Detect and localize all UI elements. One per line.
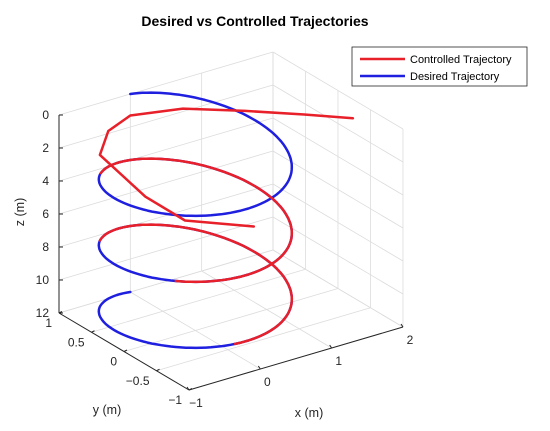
y-tick-mark — [91, 330, 95, 333]
gridline-z-back — [58, 84, 274, 149]
gridline-y-floor — [58, 249, 274, 314]
grid — [58, 51, 404, 391]
legend-label-controlled: Controlled Trajectory — [410, 54, 512, 66]
series-line-controlled — [98, 107, 355, 228]
z-tick-label: 8 — [42, 240, 49, 254]
gridline-z-back — [58, 183, 274, 248]
gridline-z-side — [272, 51, 404, 130]
x-axis-label: x (m) — [295, 406, 323, 420]
gridline-z-side — [272, 183, 404, 262]
legend-box — [351, 46, 528, 87]
y-tick-mark — [58, 311, 63, 314]
z-tick-label: 12 — [36, 306, 50, 320]
z-tick-label: 10 — [36, 273, 50, 287]
gridline-z-side — [272, 216, 404, 295]
z-tick-label: 2 — [42, 141, 49, 155]
y-tick-label: −0.5 — [126, 374, 150, 388]
y-tick-mark — [123, 349, 128, 352]
z-tick-label: 0 — [42, 108, 49, 122]
axes — [58, 114, 404, 391]
x-tick-label: 2 — [407, 333, 414, 347]
x-tick-mark — [186, 386, 190, 391]
gridline-z-back — [58, 117, 274, 182]
legend-label-desired: Desired Trajectory — [410, 71, 500, 83]
y-axis-label: y (m) — [93, 403, 121, 417]
y-tick-label: 1 — [45, 316, 52, 330]
series-line-controlled-segment — [99, 157, 294, 284]
gridline-y-floor — [156, 307, 371, 372]
x-tick-label: 1 — [335, 354, 342, 368]
gridline-z-side — [272, 150, 404, 229]
chart-title: Desired vs Controlled Trajectories — [141, 13, 368, 29]
z-tick-label: 6 — [42, 207, 49, 221]
x-tick-label: −1 — [189, 396, 203, 410]
y-tick-mark — [188, 388, 193, 391]
y-tick-label: 0 — [110, 355, 117, 369]
x-tick-label: 0 — [264, 375, 271, 389]
gridline-y-floor — [123, 288, 339, 352]
gridline-z-side — [272, 117, 404, 196]
gridline-z-back — [58, 216, 274, 281]
z-axis-label: z (m) — [13, 198, 27, 226]
gridline-z-side — [272, 84, 404, 163]
y-tick-label: 0.5 — [68, 335, 85, 349]
gridline-y-floor — [91, 268, 306, 333]
legend: Controlled Trajectory Desired Trajectory — [351, 46, 528, 87]
y-tick-label: −1 — [168, 393, 182, 407]
series-line-controlled-segment — [98, 223, 294, 346]
gridline-z-back — [58, 51, 274, 116]
series-lines — [97, 91, 355, 350]
z-tick-label: 4 — [42, 174, 49, 188]
x-tick-mark — [329, 344, 333, 349]
gridline-z-back — [58, 150, 274, 215]
y-tick-mark — [156, 368, 160, 372]
x-tick-mark — [400, 323, 404, 328]
x-tick-mark — [257, 365, 261, 370]
x-axis-line — [188, 326, 404, 391]
